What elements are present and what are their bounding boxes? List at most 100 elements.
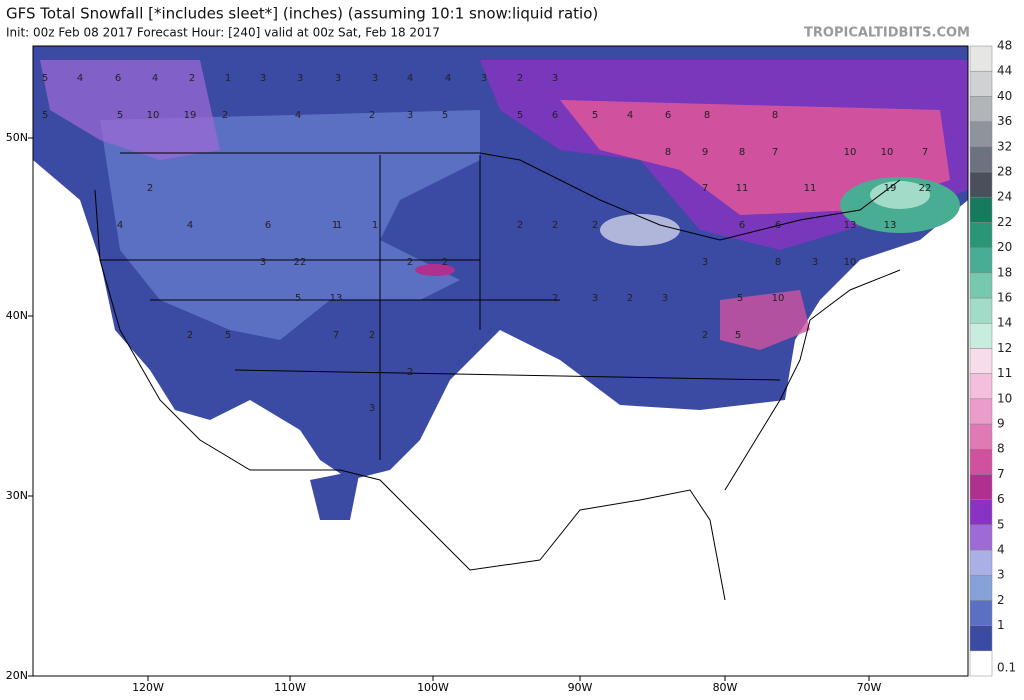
colorbar-swatch bbox=[969, 171, 993, 198]
colorbar-label: 11 bbox=[997, 366, 1012, 380]
snow-amount-label: 8 bbox=[739, 147, 745, 158]
colorbar-swatch bbox=[969, 146, 993, 173]
snow-amount-label: 7 bbox=[772, 147, 778, 158]
snow-amount-label: 5 bbox=[735, 330, 741, 341]
snow-amount-label: 3 bbox=[592, 293, 598, 304]
snow-amount-label: 4 bbox=[187, 220, 193, 231]
colorbar-label: 48 bbox=[997, 39, 1012, 53]
lon-label: 100W bbox=[417, 681, 449, 694]
colorbar-swatch bbox=[969, 45, 993, 72]
lon-label: 120W bbox=[132, 681, 164, 694]
snow-amount-label: 3 bbox=[481, 73, 487, 84]
map bbox=[32, 45, 969, 677]
colorbar-label: 1 bbox=[997, 618, 1005, 632]
lon-label: 90W bbox=[568, 681, 593, 694]
snow-amount-label: 6 bbox=[775, 220, 781, 231]
snow-amount-label: 4 bbox=[152, 73, 158, 84]
snow-amount-label: 2 bbox=[517, 220, 523, 231]
colorbar-label: 44 bbox=[997, 64, 1012, 78]
snow-area bbox=[870, 181, 930, 209]
colorbar-swatch bbox=[969, 121, 993, 148]
colorbar-swatch bbox=[969, 297, 993, 324]
title: GFS Total Snowfall [*includes sleet*] (i… bbox=[6, 5, 598, 23]
snow-area bbox=[560, 100, 950, 215]
snow-amount-label: 10 bbox=[147, 110, 160, 121]
snow-amount-label: 5 bbox=[42, 110, 48, 121]
colorbar-label: 7 bbox=[997, 467, 1005, 481]
snow-amount-label: 2 bbox=[222, 110, 228, 121]
snow-amount-label: 4 bbox=[445, 73, 451, 84]
snow-amount-label: 5 bbox=[517, 110, 523, 121]
snow-amount-label: 6 bbox=[665, 110, 671, 121]
snow-area bbox=[310, 470, 360, 520]
snow-amount-label: 3 bbox=[372, 73, 378, 84]
colorbar-swatch bbox=[969, 373, 993, 400]
lat-label: 20N bbox=[6, 669, 28, 682]
snow-amount-label: 1 bbox=[332, 220, 338, 231]
snow-amount-label: 11 bbox=[804, 183, 817, 194]
snow-amount-label: 2 bbox=[187, 330, 193, 341]
snow-amount-label: 4 bbox=[77, 73, 83, 84]
snow-amount-label: 2 bbox=[592, 220, 598, 231]
colorbar-swatch bbox=[969, 222, 993, 248]
snow-amount-label: 3 bbox=[260, 257, 266, 268]
snow-amount-label: 5 bbox=[225, 330, 231, 341]
colorbar-swatch bbox=[969, 625, 993, 652]
snow-amount-label: 13 bbox=[844, 220, 857, 231]
borders bbox=[94, 152, 901, 601]
colorbar-label: 36 bbox=[997, 114, 1012, 128]
snow-amount-label: 10 bbox=[881, 147, 894, 158]
snow-amount-label: 22 bbox=[919, 183, 932, 194]
snow-amount-label: 2 bbox=[552, 220, 558, 231]
colorbar-label: 28 bbox=[997, 165, 1012, 179]
snow-amount-label: 5 bbox=[42, 73, 48, 84]
snow-amount-label: 2 bbox=[369, 110, 375, 121]
snow-amount-label: 3 bbox=[662, 293, 668, 304]
colorbar-swatch bbox=[969, 499, 993, 526]
snow-amount-label: 2 bbox=[369, 330, 375, 341]
colorbar-swatch bbox=[969, 574, 993, 601]
snow-amount-label: 2 bbox=[517, 73, 523, 84]
colorbar-label: 8 bbox=[997, 442, 1005, 456]
snow-amount-label: 3 bbox=[812, 257, 818, 268]
snow-amount-label: 22 bbox=[294, 257, 307, 268]
snow-amount-label: 10 bbox=[844, 257, 857, 268]
colorbar-swatch bbox=[969, 96, 993, 122]
colorbar-label: 20 bbox=[997, 240, 1012, 254]
snow-amount-label: 2 bbox=[407, 367, 413, 378]
colorbar-swatch bbox=[969, 524, 993, 551]
snow-area bbox=[100, 110, 480, 340]
colorbar-swatch bbox=[969, 600, 993, 626]
colorbar-swatch bbox=[969, 423, 993, 450]
snow-amount-label: 8 bbox=[775, 257, 781, 268]
colorbar-swatch bbox=[969, 272, 993, 299]
map-frame bbox=[32, 45, 969, 677]
snow-amount-label: 3 bbox=[335, 73, 341, 84]
snow-amount-label: 3 bbox=[297, 73, 303, 84]
colorbar-label: 22 bbox=[997, 215, 1012, 229]
snow-amount-label: 6 bbox=[739, 220, 745, 231]
lat-label: 40N bbox=[6, 309, 28, 322]
snow-amount-label: 2 bbox=[552, 293, 558, 304]
colorbar-label: 14 bbox=[997, 316, 1012, 330]
snow-amount-label: 3 bbox=[407, 110, 413, 121]
snow-amount-label: 5 bbox=[442, 110, 448, 121]
colorbar-label: 9 bbox=[997, 417, 1005, 431]
colorbar-label: 12 bbox=[997, 341, 1012, 355]
colorbar-swatch bbox=[969, 196, 993, 223]
colorbar-label: 16 bbox=[997, 291, 1012, 305]
snow-amount-label: 7 bbox=[333, 330, 339, 341]
snow-amount-label: 11 bbox=[736, 183, 749, 194]
snow-amount-label: 3 bbox=[369, 403, 375, 414]
colorbar-swatch bbox=[969, 322, 993, 349]
colorbar-label: 10 bbox=[997, 391, 1012, 405]
colorbar-label: 2 bbox=[997, 593, 1005, 607]
snow-amount-label: 2 bbox=[407, 257, 413, 268]
credit: TROPICALTIDBITS.COM bbox=[804, 26, 970, 41]
snow-amount-label: 6 bbox=[115, 73, 121, 84]
lat-label: 50N bbox=[6, 131, 28, 144]
snow-amount-label: 8 bbox=[704, 110, 710, 121]
snow-amount-label: 5 bbox=[737, 293, 743, 304]
snow-amount-label: 3 bbox=[702, 257, 708, 268]
snow-amount-label: 19 bbox=[884, 183, 897, 194]
